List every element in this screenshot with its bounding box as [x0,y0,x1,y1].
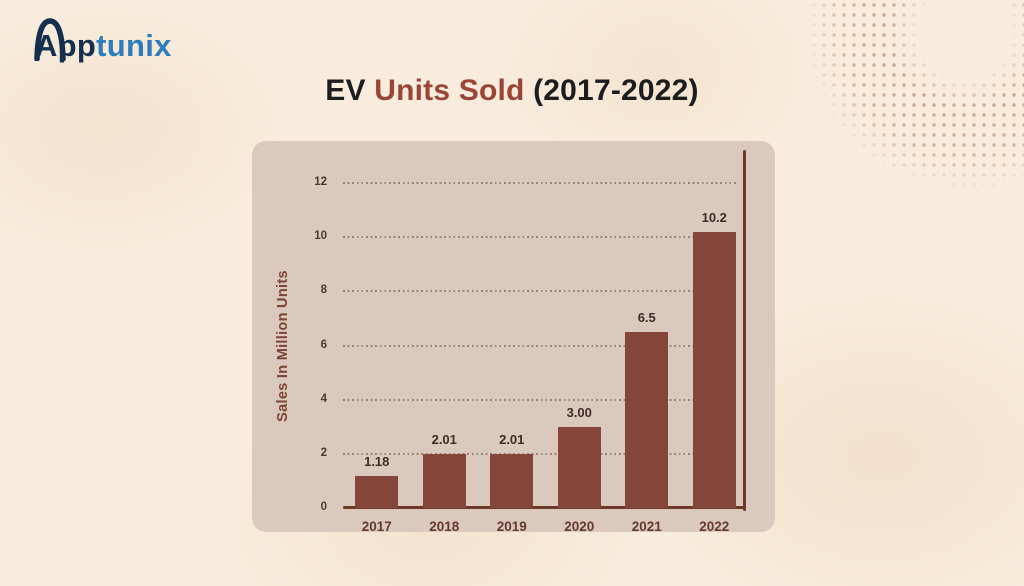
title-part-2: Units Sold [374,74,525,107]
x-axis-line [343,506,746,509]
plot-area: 0 2 4 6 8 10 12 1.18 2017 2.01 2018 2.01 2019 3.00 202… [314,176,748,534]
y-tick-label-0: 0 [320,501,327,513]
bar-2022 [692,231,736,508]
bar-2017 [355,476,399,508]
title-part-1: EV [325,74,375,107]
gridline-2 [343,452,737,455]
y-tick-label-10: 10 [314,230,327,243]
logo-text: Apptunix [35,27,172,64]
logo-text-secondary: tunix [96,28,172,63]
bar-2020 [557,426,601,508]
y-tick-label-2: 2 [320,446,327,459]
bar-value-2021: 6.5 [637,309,656,325]
x-axis-label-2021: 2021 [631,519,662,534]
y-tick-label-8: 8 [320,284,327,297]
x-axis-label-2019: 2019 [496,519,527,534]
y-tick-label-6: 6 [320,338,327,351]
y-tick-label-12: 12 [314,176,327,188]
chart-panel: Sales In Million Units 0 2 4 6 8 10 12 1.18 2017… [252,141,775,534]
bar-2019 [490,453,534,508]
x-axis-label-2017: 2017 [361,519,392,534]
bar-value-2022: 10.2 [701,209,727,225]
logo-arch-icon [34,18,66,61]
bar-2021 [625,331,669,508]
gridline-4 [343,398,737,401]
gridline-10 [343,236,737,239]
title-part-3: (2017-2022) [524,74,699,107]
bar-value-2018: 2.01 [431,431,457,447]
logo-text-primary: App [35,28,97,63]
x-axis-label-2022: 2022 [699,519,730,534]
bar-value-2019: 2.01 [499,431,525,447]
page-title: EV Units Sold (2017-2022) [0,74,1024,108]
bar-2018 [422,453,466,508]
x-axis-label-2018: 2018 [429,519,460,534]
apptunix-logo: Apptunix [34,12,184,64]
bar-value-2020: 3.00 [566,404,592,420]
x-axis-label-2020: 2020 [564,519,595,534]
gridline-12 [343,182,737,184]
bar-value-2017: 1.18 [364,454,390,470]
gridline-8 [343,290,737,293]
gridline-6 [343,344,737,347]
y-axis-line [743,150,746,511]
y-tick-label-4: 4 [320,392,327,405]
